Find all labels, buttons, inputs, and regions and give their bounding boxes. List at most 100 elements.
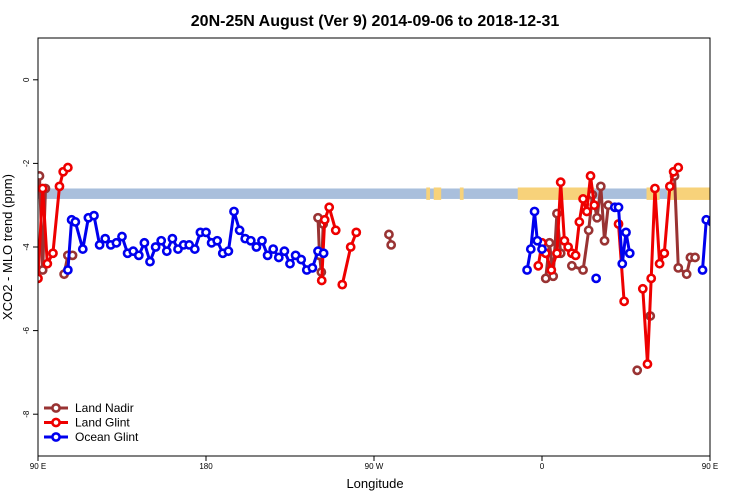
data-point-2-4-4: [719, 214, 726, 221]
series-ocean-glint: [62, 202, 749, 284]
data-point-2-3-3: [621, 227, 631, 238]
data-point-2-3-4: [624, 248, 635, 259]
legend-marker-0: [51, 403, 61, 413]
chart-title: 20N-25N August (Ver 9) 2014-09-06 to 201…: [191, 13, 560, 30]
land-segment-0: [426, 187, 430, 200]
y-tick-label-0: 0: [22, 77, 31, 82]
series-line-1-2: [340, 231, 358, 285]
data-point-1-5-8: [673, 162, 684, 173]
y-tick-label-2: -4: [22, 243, 31, 251]
land-segment-1: [433, 187, 442, 200]
x-tick-label-3: 0: [540, 462, 545, 471]
data-point-2-3-2: [617, 258, 628, 269]
data-point-2-0-27: [212, 235, 223, 246]
land-segment-5: [667, 187, 710, 200]
data-point-1-1-1: [319, 214, 330, 225]
data-point-0-5-1: [578, 265, 588, 275]
legend-label-0: Land Nadir: [75, 401, 134, 415]
data-point-0-5-0: [566, 260, 577, 271]
x-axis-label: Longitude: [346, 476, 403, 491]
x-tick-label-2: 90 W: [365, 462, 384, 471]
data-point-1-3-10: [574, 217, 585, 227]
x-tick-label-0: 90 E: [30, 462, 46, 471]
data-point-2-0-34: [251, 242, 262, 252]
data-point-1-3-3: [546, 265, 557, 275]
data-point-1-3-9: [570, 250, 581, 261]
data-point-2-0-42: [296, 254, 307, 265]
ocean-band: [38, 188, 710, 199]
data-point-0-4-1: [544, 237, 555, 248]
data-point-2-0-16: [150, 242, 161, 252]
data-point-0-3-1: [386, 240, 397, 250]
data-point-1-3-4: [552, 248, 562, 259]
data-point-2-0-10: [117, 231, 127, 242]
data-point-0-0-0: [38, 171, 45, 181]
x-tick-label-1: 180: [199, 462, 213, 471]
data-point-2-0-17: [156, 235, 167, 246]
y-axis-label: XCO2 - MLO trend (ppm): [0, 174, 15, 320]
y-tick-label-4: -8: [22, 410, 31, 418]
data-point-1-5-1: [642, 359, 653, 369]
legend-label-1: Land Glint: [75, 416, 130, 430]
data-point-0-6-0: [632, 365, 643, 376]
data-point-1-2-1: [345, 242, 356, 252]
land-segment-3: [517, 187, 595, 200]
data-point-1-1-0: [316, 275, 327, 286]
data-point-2-0-2: [70, 217, 81, 227]
data-point-2-2-0: [591, 273, 602, 284]
data-point-2-1-4: [537, 244, 547, 254]
data-point-2-0-33: [245, 235, 256, 246]
data-point-2-0-15: [145, 256, 155, 267]
data-point-1-3-13: [585, 171, 596, 181]
data-point-1-5-4: [654, 258, 665, 269]
legend-marker-2: [51, 432, 61, 442]
data-point-2-4-7: [736, 235, 743, 242]
data-point-2-4-6: [731, 241, 738, 248]
data-point-2-4-8: [742, 241, 749, 248]
data-point-2-0-37: [268, 244, 279, 254]
data-point-1-5-3: [650, 183, 660, 194]
data-point-1-1-3: [330, 225, 341, 236]
data-point-1-3-11: [578, 194, 588, 204]
data-point-0-3-0: [384, 229, 394, 240]
data-point-2-0-40: [285, 258, 295, 269]
data-point-2-0-9: [111, 237, 122, 248]
data-point-0-4-0: [540, 273, 551, 284]
legend-marker-1: [51, 417, 61, 428]
data-point-2-4-2: [706, 217, 710, 227]
data-point-0-7-2: [681, 269, 692, 280]
data-point-2-0-13: [133, 250, 144, 261]
data-point-2-0-5: [89, 210, 99, 221]
data-point-2-4-5: [725, 212, 732, 219]
data-point-2-1-0: [522, 265, 532, 275]
data-point-1-1-2: [324, 202, 335, 213]
y-tick-label-1: -2: [22, 159, 31, 167]
data-point-0-5-5: [595, 181, 606, 192]
data-point-1-2-2: [351, 227, 362, 238]
data-point-0-5-6: [599, 235, 610, 246]
data-point-2-0-35: [257, 235, 267, 246]
y-tick-label-3: -6: [22, 326, 31, 334]
data-point-2-0-30: [229, 206, 239, 217]
data-point-2-1-3: [532, 235, 543, 246]
data-point-1-2-0: [337, 279, 348, 290]
data-point-2-0-31: [234, 225, 245, 236]
data-point-2-0-3: [77, 244, 88, 254]
data-point-2-0-39: [279, 246, 290, 257]
data-point-2-1-2: [529, 206, 540, 217]
land-segment-2: [459, 187, 464, 200]
data-point-1-4-1: [619, 296, 630, 307]
data-point-1-0-1: [38, 183, 48, 194]
data-point-0-7-4: [690, 252, 700, 263]
series-land-glint: [38, 162, 684, 369]
land-ocean-band: [38, 187, 710, 200]
data-point-1-0-2: [42, 258, 53, 269]
data-point-1-0-6: [62, 162, 73, 173]
data-point-2-0-25: [201, 227, 211, 238]
data-point-2-0-46: [318, 248, 329, 259]
data-point-2-0-44: [307, 262, 318, 273]
data-point-2-0-14: [139, 237, 150, 248]
